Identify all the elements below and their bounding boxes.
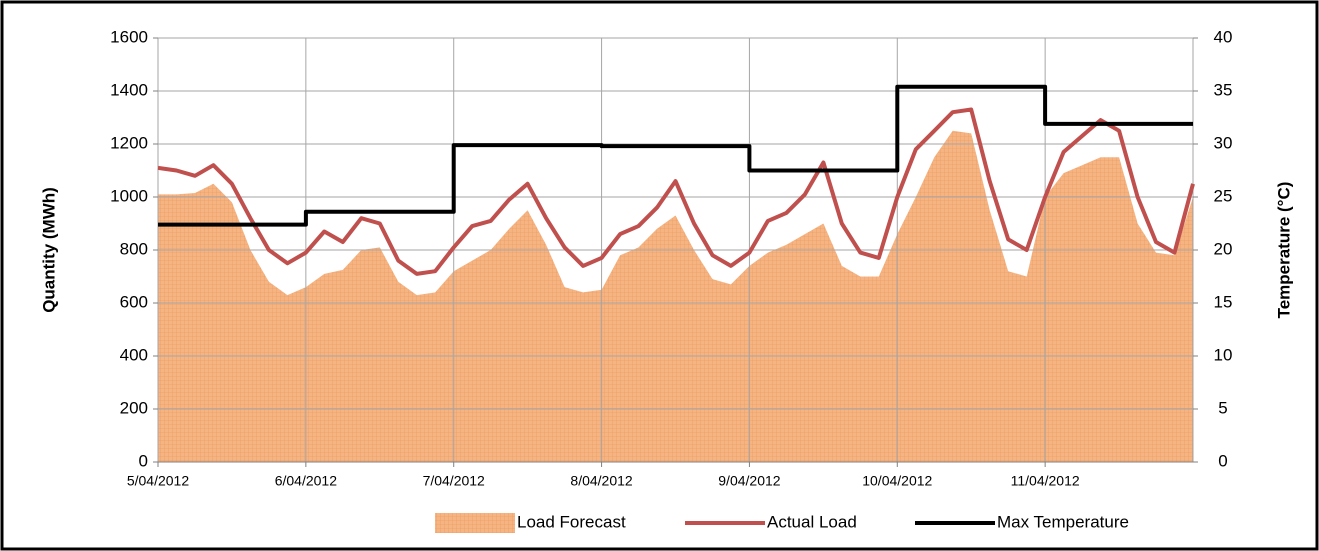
y-tick-label: 600 [120,292,148,311]
y2-tick-label: 40 [1214,27,1233,46]
area [158,130,1193,463]
x-tick-label: 6/04/2012 [275,473,337,489]
y2-tick-label: 15 [1214,292,1233,311]
y-tick-label: 200 [120,398,148,417]
y2-axis-title: Temperature (°C) [1274,182,1293,319]
y-tick-label: 1200 [110,133,148,152]
y2-tick-label: 25 [1214,186,1233,205]
y2-tick-label: 0 [1218,451,1227,470]
y-tick-label: 400 [120,345,148,364]
y2-tick-label: 5 [1218,398,1227,417]
y-tick-label: 1400 [110,80,148,99]
y2-tick-label: 20 [1214,239,1233,258]
legend-label: Max Temperature [997,512,1129,531]
y2-tick-label: 35 [1214,80,1233,99]
y-axis-title: Quantity (MWh) [39,187,58,313]
y-tick-label: 1000 [110,186,148,205]
legend-label: Actual Load [767,512,857,531]
y-tick-label: 1600 [110,27,148,46]
x-tick-label: 7/04/2012 [423,473,485,489]
line [158,84,1193,227]
legend-label: Load Forecast [517,512,626,531]
x-tick-label: 9/04/2012 [718,473,780,489]
line [157,107,1195,276]
x-tick-label: 8/04/2012 [570,473,632,489]
y2-tick-label: 10 [1214,345,1233,364]
x-tick-label: 10/04/2012 [862,473,932,489]
legend-swatch [435,513,515,533]
y-tick-label: 800 [120,239,148,258]
x-tick-label: 11/04/2012 [1011,473,1080,489]
y-tick-label: 0 [139,451,148,470]
x-tick-label: 5/04/2012 [127,473,189,489]
y2-tick-label: 30 [1214,133,1233,152]
